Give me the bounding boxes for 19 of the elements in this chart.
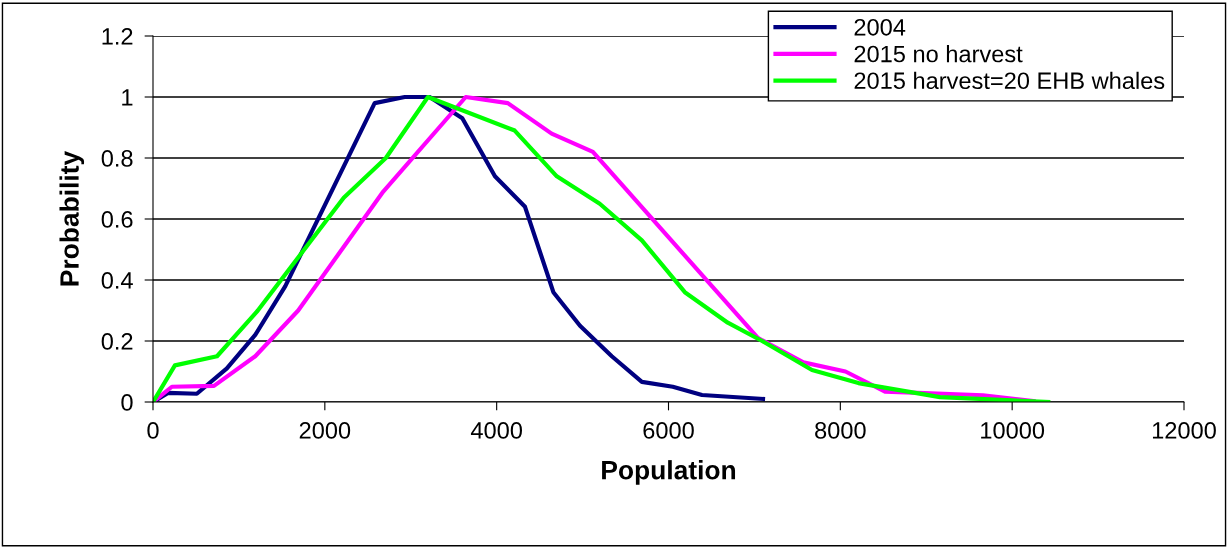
x-tick-label: 8000 <box>815 422 866 439</box>
legend-label: 2015 harvest=20 EHB whales <box>854 71 1165 90</box>
y-tick-label: 1.2 <box>102 28 133 45</box>
y-axis-title: Probability <box>59 150 85 286</box>
y-tick-label: 0.8 <box>101 150 133 167</box>
y-tick-label: 0.6 <box>101 211 133 228</box>
x-tick-label: 6000 <box>643 422 694 439</box>
legend-label: 2004 <box>854 18 906 36</box>
y-tick-label: 0.4 <box>101 272 133 289</box>
x-tick-label: 2000 <box>299 422 351 439</box>
y-tick-label: 1 <box>122 89 133 106</box>
x-axis-title: Population <box>602 460 736 485</box>
y-tick-label: 0.2 <box>101 333 133 350</box>
x-tick-label: 4000 <box>470 422 523 439</box>
x-tick-label: 10000 <box>981 422 1045 439</box>
y-tick-label: 0 <box>121 394 133 411</box>
x-tick-label: 0 <box>147 422 159 439</box>
x-tick-label: 12000 <box>1152 422 1216 439</box>
legend-label: 2015 no harvest <box>854 45 1023 63</box>
